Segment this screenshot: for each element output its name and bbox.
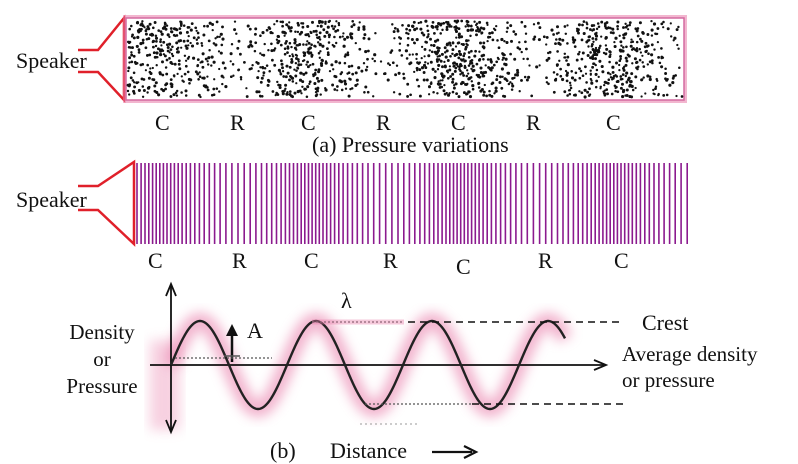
x-axis-label: Distance <box>330 438 407 463</box>
compression-label: C <box>606 110 621 135</box>
y-axis-arrow-up <box>165 281 177 297</box>
compression-label: C <box>148 248 163 273</box>
particle-dots <box>126 19 684 99</box>
compression-label: C <box>155 110 170 135</box>
rarefaction-label: R <box>526 110 541 135</box>
caption-a: (a) Pressure variations <box>312 132 509 157</box>
average-label-line2: or pressure <box>622 368 715 392</box>
compression-label: C <box>451 110 466 135</box>
rarefaction-label: R <box>538 248 553 273</box>
crest-label: Crest <box>642 310 689 335</box>
compression-lines <box>136 163 689 244</box>
speaker-2-label: Speaker <box>16 187 87 212</box>
y-label-line2: or <box>93 347 111 371</box>
compression-label: C <box>614 248 629 273</box>
compression-label: C <box>456 254 471 279</box>
amplitude-label: A <box>247 318 263 343</box>
amplitude-arrowhead <box>226 324 238 336</box>
compression-label: C <box>304 248 319 273</box>
wavelength-label: λ <box>341 288 352 313</box>
rarefaction-label: R <box>232 248 247 273</box>
caption-b: (b) <box>270 438 296 463</box>
speaker-2-icon <box>78 159 136 247</box>
average-label-line1: Average density <box>622 342 758 366</box>
rarefaction-label: R <box>383 248 398 273</box>
y-label-line1: Density <box>69 320 135 344</box>
rarefaction-label: R <box>376 110 391 135</box>
speaker-1-label: Speaker <box>16 48 87 73</box>
x-axis-arrow <box>593 359 609 371</box>
y-axis-arrow-down <box>165 419 177 435</box>
rarefaction-label: R <box>230 110 245 135</box>
y-label-line3: Pressure <box>66 374 138 398</box>
distance-arrowhead <box>463 445 479 459</box>
compression-label: C <box>301 110 316 135</box>
